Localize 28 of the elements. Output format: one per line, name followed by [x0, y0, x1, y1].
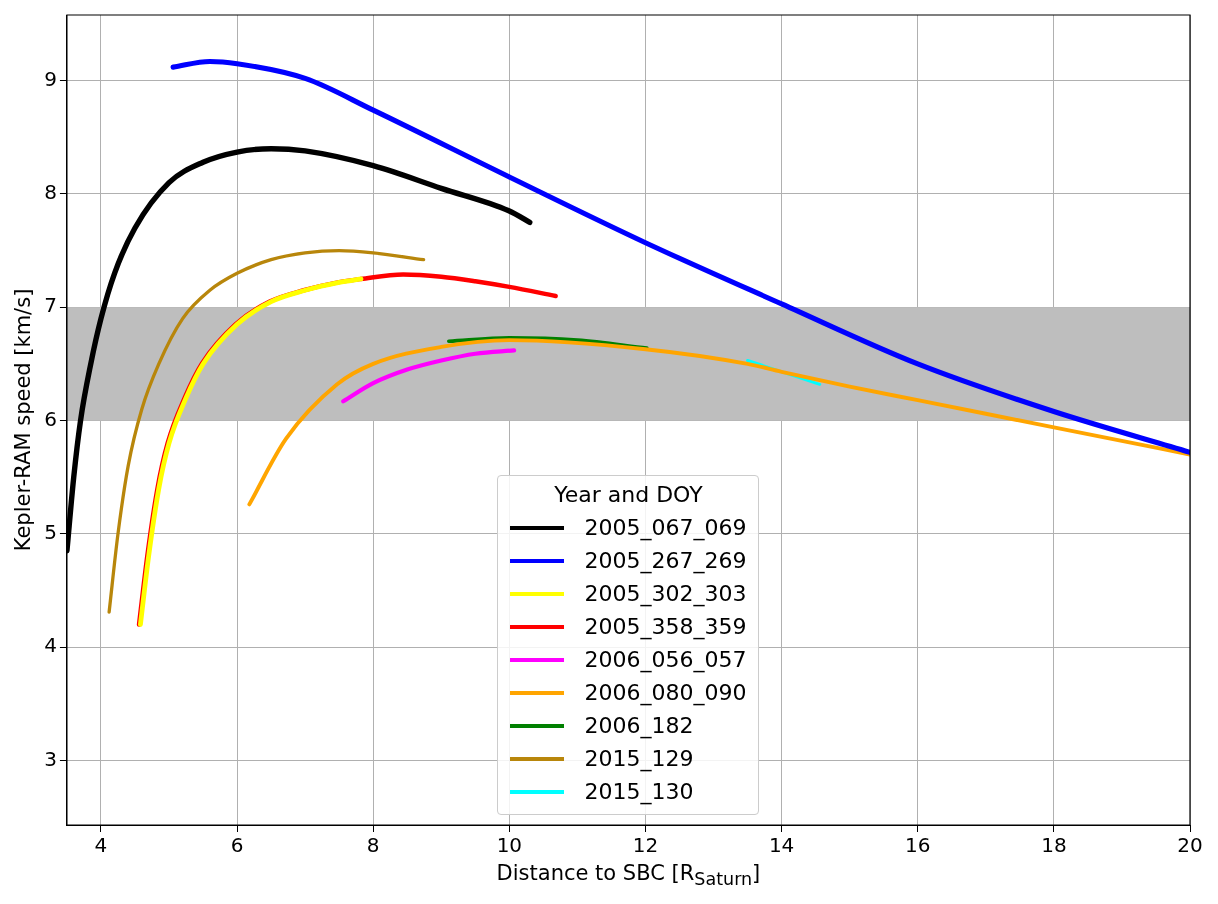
- x-tick-label: 14: [768, 833, 795, 858]
- y-tick-label: 9: [44, 66, 57, 91]
- legend-label: 2006_080_090: [584, 680, 747, 705]
- x-tick-label: 18: [1041, 833, 1067, 858]
- x-tick-label: 6: [230, 833, 244, 858]
- legend-label: 2006_056_057: [584, 647, 747, 672]
- x-tick-label: 16: [905, 833, 931, 858]
- y-tick-label: 8: [44, 180, 57, 205]
- y-tick-label: 3: [44, 746, 57, 771]
- x-axis-title: Distance to SBC [R$_{Saturn}$]: [496, 861, 761, 890]
- x-tick-label: 4: [94, 833, 108, 858]
- legend-title: Year and DOY: [553, 482, 704, 507]
- x-tick-label: 8: [366, 833, 380, 858]
- legend-label: 2005_067_069: [584, 515, 747, 540]
- y-axis-title: Kepler-RAM speed [km/s]: [11, 288, 36, 552]
- y-tick-label: 4: [44, 633, 57, 658]
- y-tick-label: 6: [44, 406, 57, 431]
- y-tick-label: 5: [44, 520, 57, 545]
- legend-label: 2015_129: [584, 746, 694, 771]
- legend-label: 2005_358_359: [584, 614, 747, 639]
- legend-label: 2006_182: [584, 713, 694, 738]
- legend-label: 2005_302_303: [584, 581, 747, 606]
- x-tick-label: 12: [632, 833, 659, 858]
- x-tick-label: 20: [1177, 833, 1203, 858]
- legend-label: 2005_267_269: [584, 548, 747, 573]
- x-tick-label: 10: [496, 833, 523, 858]
- y-tick-label: 7: [44, 293, 57, 318]
- legend-label: 2015_130: [584, 779, 694, 804]
